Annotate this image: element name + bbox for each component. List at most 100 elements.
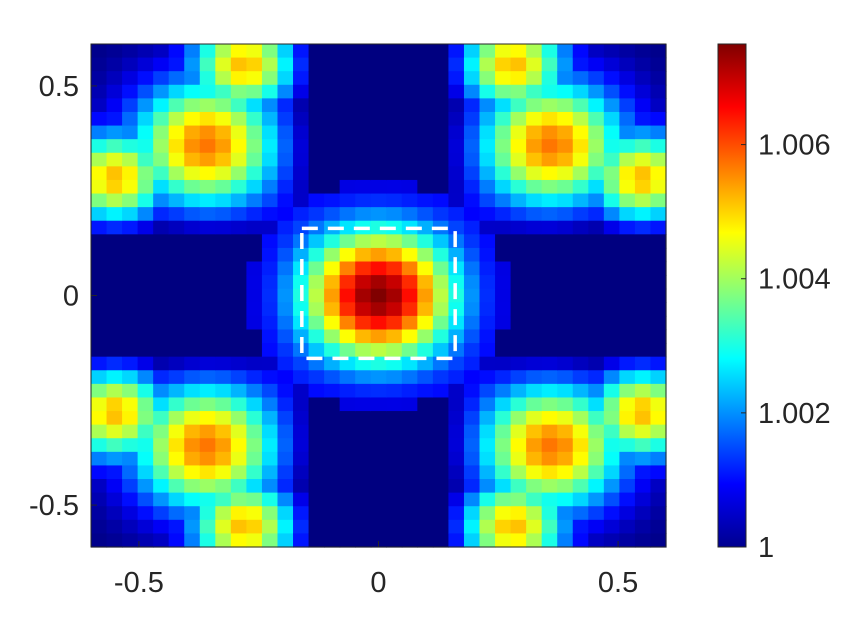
heatmap-cell <box>619 356 636 371</box>
heatmap-cell <box>541 111 558 127</box>
heatmap-cell <box>168 247 185 263</box>
heatmap-cell <box>541 166 558 181</box>
heatmap-cell <box>308 397 325 412</box>
heatmap-cell <box>324 370 341 385</box>
heatmap-cell <box>401 247 418 263</box>
heatmap-cell <box>417 343 434 358</box>
heatmap-cell <box>588 533 605 548</box>
heatmap-cell <box>386 397 403 412</box>
heatmap-cell <box>588 451 605 467</box>
heatmap-cell <box>199 152 216 167</box>
heatmap-cell <box>370 275 387 290</box>
heatmap-cell <box>572 207 589 222</box>
heatmap-cell <box>634 506 652 521</box>
heatmap-cell <box>277 533 294 548</box>
heatmap-cell <box>541 397 558 412</box>
heatmap-cell <box>122 411 139 426</box>
heatmap-cell <box>448 166 465 181</box>
heatmap-cell <box>261 207 279 222</box>
heatmap-cell <box>91 370 108 385</box>
heatmap-cell <box>479 288 496 303</box>
heatmap-cell <box>246 383 263 399</box>
heatmap-cell <box>619 247 636 263</box>
heatmap-cell <box>122 288 139 303</box>
heatmap-cell <box>91 397 108 412</box>
heatmap-cell <box>91 411 108 426</box>
heatmap-cell <box>246 44 263 59</box>
heatmap-cell <box>230 356 247 371</box>
heatmap-cell <box>603 193 620 208</box>
heatmap-cell <box>308 343 325 358</box>
colorbar-tick-label: 1.006 <box>758 130 831 162</box>
heatmap-cell <box>557 44 574 59</box>
heatmap-cell <box>603 44 620 59</box>
heatmap-cell <box>572 370 589 385</box>
heatmap-cell <box>495 193 512 208</box>
heatmap-cell <box>230 424 247 439</box>
heatmap-cell <box>215 438 232 453</box>
heatmap-cell <box>650 44 667 59</box>
heatmap-cell <box>168 438 185 453</box>
heatmap-cell <box>277 519 294 534</box>
heatmap-cell <box>526 84 543 99</box>
colorbar-tick-label: 1 <box>758 532 774 564</box>
heatmap-cell <box>137 98 154 113</box>
heatmap-cell <box>370 465 387 480</box>
heatmap-cell <box>495 247 512 263</box>
heatmap-cell <box>634 315 652 331</box>
heatmap-cell <box>339 397 356 412</box>
heatmap-cell <box>479 125 496 140</box>
heatmap-cell <box>91 451 108 467</box>
heatmap-cell <box>230 438 247 453</box>
heatmap-cell <box>526 383 543 399</box>
heatmap-cell <box>261 397 279 412</box>
heatmap-cell <box>634 451 652 467</box>
heatmap-cell <box>230 343 247 358</box>
heatmap-cell <box>230 261 247 276</box>
heatmap-cell <box>91 479 108 494</box>
heatmap-cell <box>168 519 185 534</box>
heatmap-cell <box>277 193 294 208</box>
heatmap-cell <box>106 424 123 439</box>
heatmap-cell <box>91 465 108 480</box>
heatmap-cell <box>230 44 247 59</box>
heatmap-cell <box>603 247 620 263</box>
heatmap-cell <box>106 193 123 208</box>
heatmap-cell <box>417 370 434 385</box>
heatmap-cell <box>339 302 356 317</box>
heatmap-cell <box>215 247 232 263</box>
heatmap-cell <box>215 57 232 72</box>
heatmap-cell <box>510 71 527 86</box>
heatmap-cell <box>510 397 527 412</box>
heatmap-cell <box>495 125 512 140</box>
heatmap-cell <box>230 207 247 222</box>
heatmap-cell <box>510 193 527 208</box>
heatmap-cell <box>557 261 574 276</box>
heatmap-cell <box>339 193 356 208</box>
heatmap-cell <box>137 343 154 358</box>
heatmap-cell <box>557 152 574 167</box>
heatmap-cell <box>91 383 108 399</box>
heatmap-cell <box>588 479 605 494</box>
heatmap-cell <box>153 370 170 385</box>
heatmap-cell <box>122 302 139 317</box>
heatmap-cell <box>261 44 279 59</box>
heatmap-cell <box>479 411 496 426</box>
heatmap-cell <box>417 220 434 235</box>
heatmap-cell <box>463 315 481 331</box>
heatmap-cell <box>650 166 667 181</box>
heatmap-cell <box>510 139 527 154</box>
heatmap-cell <box>277 152 294 167</box>
heatmap-cell <box>526 234 543 249</box>
heatmap-cell <box>386 492 403 507</box>
heatmap-cell <box>463 275 481 290</box>
heatmap-cell <box>91 193 108 208</box>
heatmap-cell <box>293 71 310 86</box>
heatmap-cell <box>199 356 216 371</box>
heatmap-cell <box>184 370 201 385</box>
heatmap-cell <box>153 288 170 303</box>
heatmap-cell <box>386 343 403 358</box>
heatmap-cell <box>495 44 512 59</box>
heatmap-cell <box>463 356 481 371</box>
heatmap-cell <box>572 152 589 167</box>
